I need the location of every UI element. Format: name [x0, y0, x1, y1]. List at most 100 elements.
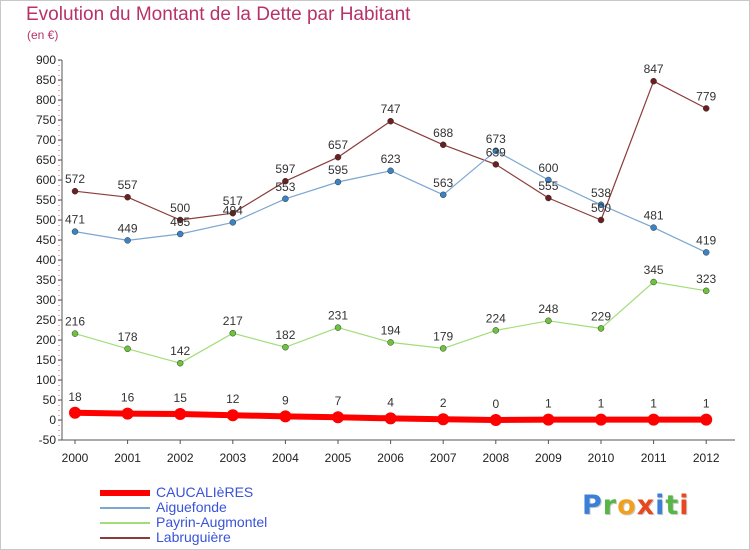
- x-tick-label: 2001: [114, 451, 141, 465]
- data-label: 449: [118, 221, 138, 235]
- x-tick-label: 2008: [482, 451, 509, 465]
- legend-swatch: [100, 489, 150, 496]
- data-label: 12: [226, 392, 240, 406]
- data-point: [387, 117, 394, 125]
- data-label: 419: [696, 233, 716, 247]
- x-tick-label: 2002: [167, 451, 194, 465]
- x-tick-label: 2000: [62, 451, 89, 465]
- data-point: [71, 228, 79, 235]
- data-point: [492, 147, 500, 155]
- x-tick-label: 2004: [272, 451, 299, 465]
- legend-swatch: [100, 506, 150, 509]
- data-point: [176, 216, 184, 224]
- legend-swatch: [100, 536, 150, 539]
- data-label: 597: [275, 162, 295, 176]
- proxiti-logo: Proxiti: [582, 490, 690, 521]
- x-tick-label: 2003: [219, 451, 246, 465]
- data-point: [439, 345, 447, 352]
- data-point: [121, 407, 134, 420]
- y-tick-label: 900: [36, 53, 56, 67]
- data-point: [226, 409, 239, 422]
- x-tick-label: 2006: [377, 451, 404, 465]
- data-point: [124, 237, 131, 244]
- data-label: 600: [538, 161, 558, 175]
- data-point: [124, 345, 131, 353]
- data-label: 481: [644, 209, 664, 223]
- data-point: [545, 176, 552, 184]
- data-label: 7: [335, 394, 342, 408]
- data-label: 1: [650, 397, 657, 411]
- data-point: [334, 324, 342, 331]
- y-tick-label: 850: [36, 73, 56, 87]
- data-label: 323: [696, 272, 716, 286]
- data-point: [387, 339, 394, 346]
- y-tick-label: 350: [36, 273, 56, 287]
- data-label: 517: [223, 194, 243, 208]
- data-label: 639: [486, 145, 506, 159]
- data-label: 1: [598, 397, 605, 411]
- data-point: [700, 413, 713, 426]
- y-tick-label: 300: [36, 293, 56, 307]
- data-point: [124, 193, 131, 201]
- data-point: [545, 194, 552, 202]
- data-label: 0: [492, 397, 499, 411]
- y-tick-label: 0: [49, 413, 56, 427]
- y-tick-label: 400: [36, 253, 56, 267]
- data-point: [542, 413, 555, 426]
- data-point: [702, 105, 710, 112]
- data-label: 229: [591, 309, 611, 323]
- data-label: 231: [328, 309, 348, 323]
- data-point: [282, 195, 289, 203]
- data-label: 178: [118, 330, 138, 344]
- data-label: 217: [223, 314, 243, 328]
- data-point: [597, 216, 605, 224]
- legend-label: CAUCALIèRES: [156, 484, 254, 500]
- data-point: [597, 201, 605, 209]
- legend-item: Labruguière: [100, 530, 267, 545]
- data-point: [702, 287, 710, 295]
- chart-title: Evolution du Montant de la Dette par Hab…: [26, 4, 411, 25]
- data-point: [71, 187, 79, 195]
- y-tick-label: 550: [36, 193, 56, 207]
- data-label: 248: [538, 302, 558, 316]
- data-point: [229, 329, 237, 337]
- logo-letter: r: [602, 490, 618, 521]
- data-point: [71, 330, 79, 337]
- data-label: 179: [433, 329, 453, 343]
- data-label: 538: [591, 186, 611, 200]
- data-point: [334, 153, 342, 161]
- data-point: [597, 325, 605, 332]
- y-tick-label: 700: [36, 133, 56, 147]
- y-tick-label: 750: [36, 113, 56, 127]
- y-tick-label: 150: [36, 353, 56, 367]
- data-label: 345: [644, 263, 664, 277]
- data-label: 1: [703, 397, 710, 411]
- x-tick-label: 2007: [430, 451, 457, 465]
- data-point: [334, 178, 342, 186]
- y-tick-label: 800: [36, 93, 56, 107]
- y-tick-label: 600: [36, 173, 56, 187]
- x-tick-label: 2010: [588, 451, 615, 465]
- data-point: [282, 177, 289, 185]
- data-label: 553: [275, 180, 295, 194]
- logo-letter: t: [665, 490, 680, 521]
- data-point: [489, 414, 502, 426]
- y-tick-label: -50: [39, 433, 57, 447]
- data-point: [439, 191, 447, 199]
- data-label: 494: [223, 203, 243, 217]
- data-point: [492, 161, 500, 168]
- x-tick-label: 2012: [693, 451, 720, 465]
- legend-item: Aiguefonde: [100, 500, 267, 515]
- logo-letter: P: [582, 490, 603, 521]
- data-point: [545, 317, 552, 325]
- data-point: [176, 230, 184, 238]
- x-tick-label: 2009: [535, 451, 562, 465]
- chart-unit-label: (en €): [27, 28, 59, 42]
- legend-label: Labruguière: [156, 529, 231, 545]
- data-point: [176, 359, 184, 367]
- data-label: 194: [381, 323, 401, 337]
- data-label: 555: [538, 179, 558, 193]
- data-label: 9: [282, 393, 289, 407]
- data-label: 657: [328, 138, 348, 152]
